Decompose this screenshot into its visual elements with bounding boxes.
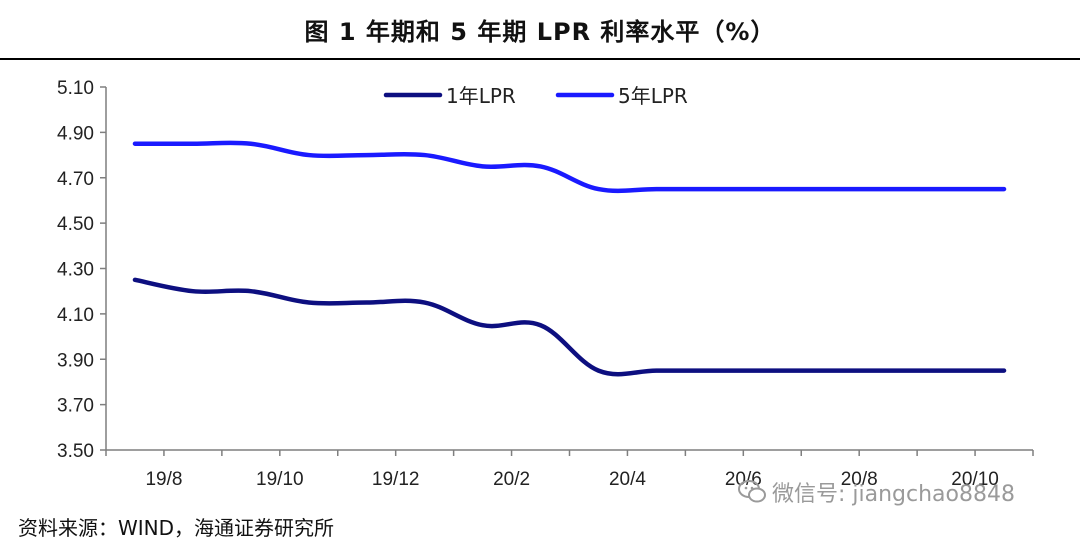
y-tick-label: 4.50 [57, 214, 94, 235]
x-tick-label: 20/10 [951, 469, 999, 490]
x-tick-label: 20/2 [493, 469, 530, 490]
x-tick-label: 19/12 [372, 469, 420, 490]
x-tick-label: 19/8 [145, 469, 182, 490]
title-bar: 图 1 年期和 5 年期 LPR 利率水平（%） [0, 0, 1080, 60]
watermark-text: 微信号: jiangchao8848 [772, 482, 1015, 507]
wechat-icon [738, 479, 766, 505]
y-tick-label: 4.30 [57, 260, 94, 281]
series-1y-lpr-line [132, 277, 1007, 377]
watermark: 微信号: jiangchao8848 [738, 476, 1015, 508]
y-tick-label: 5.10 [57, 78, 94, 99]
legend-label: 1年LPR [446, 84, 516, 108]
y-tick-label: 3.90 [57, 350, 94, 371]
y-tick-label: 3.70 [57, 396, 94, 417]
x-tick-label: 20/6 [725, 469, 762, 490]
x-tick-label: 19/10 [256, 469, 304, 490]
y-tick-label: 4.90 [57, 123, 94, 144]
y-tick-label: 3.50 [57, 441, 94, 462]
lpr-line-chart: 5.10 4.90 4.70 4.50 4.30 4.10 3.90 3.70 3.50 19/8… [57, 78, 1034, 490]
source-note: 资料来源：WIND，海通证券研究所 [18, 516, 335, 540]
x-tick-label: 20/4 [609, 469, 646, 490]
y-tick-label: 4.10 [57, 305, 94, 326]
legend-label: 5年LPR [618, 84, 688, 108]
y-tick-label: 4.70 [57, 169, 94, 190]
series-5y-lpr-line [132, 140, 1007, 194]
x-tick-label: 20/8 [841, 469, 878, 490]
chart-title: 图 1 年期和 5 年期 LPR 利率水平（%） [304, 17, 776, 46]
